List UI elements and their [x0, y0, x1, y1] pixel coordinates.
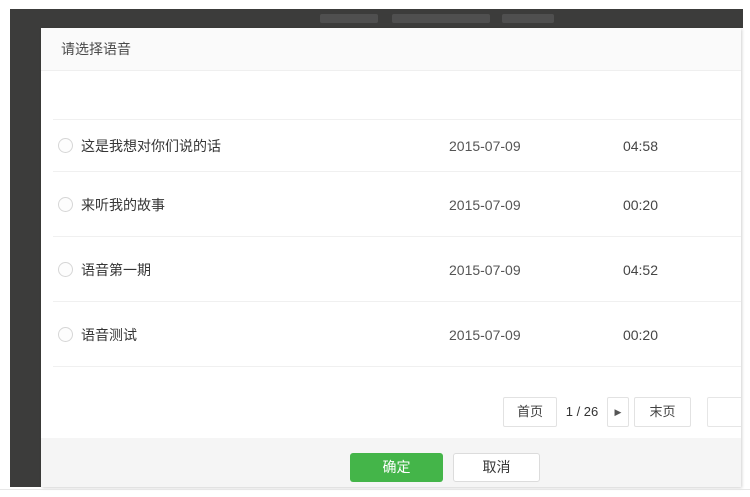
row-divider: [53, 236, 741, 237]
dialog-footer: 确定 取消: [41, 438, 741, 487]
voice-duration: 04:58: [622, 137, 658, 154]
voice-duration: 04:52: [622, 261, 658, 278]
voice-duration: 00:20: [622, 326, 658, 343]
page-bottom-divider: [0, 489, 750, 490]
row-divider: [53, 301, 741, 302]
voice-list: 这是我想对你们说的话 2015-07-09 04:58 来听我的故事 2015-…: [41, 119, 741, 367]
voice-title: 这是我想对你们说的话: [81, 137, 221, 154]
voice-duration: 00:20: [622, 196, 658, 213]
radio-button[interactable]: [58, 261, 73, 277]
row-divider: [53, 119, 741, 120]
voice-list-item[interactable]: 这是我想对你们说的话 2015-07-09 04:58: [41, 119, 741, 172]
voice-list-item[interactable]: 语音第一期 2015-07-09 04:52: [41, 237, 741, 302]
voice-date: 2015-07-09: [449, 196, 521, 213]
confirm-button[interactable]: 确定: [350, 453, 443, 482]
voice-list-item[interactable]: 来听我的故事 2015-07-09 00:20: [41, 172, 741, 237]
pagination: 首页 1 / 26 ▶ 末页: [41, 397, 741, 427]
modal-overlay-left: [10, 9, 41, 487]
dimmed-background-text: [502, 14, 554, 23]
dialog-header: 请选择语音: [41, 28, 741, 71]
modal-overlay-top: [10, 9, 743, 28]
voice-list-item[interactable]: 语音测试 2015-07-09 00:20: [41, 302, 741, 367]
first-page-button[interactable]: 首页: [503, 397, 557, 427]
voice-date: 2015-07-09: [449, 261, 521, 278]
voice-select-dialog: 请选择语音 这是我想对你们说的话 2015-07-09 04:58 来听我的故事…: [41, 28, 741, 487]
voice-date: 2015-07-09: [449, 326, 521, 343]
radio-button[interactable]: [58, 196, 73, 212]
page-indicator: 1 / 26: [565, 404, 599, 419]
row-divider: [53, 171, 741, 172]
row-divider: [53, 366, 741, 367]
voice-title: 语音第一期: [81, 261, 151, 278]
voice-title: 来听我的故事: [81, 196, 165, 213]
voice-date: 2015-07-09: [449, 137, 521, 154]
cancel-button[interactable]: 取消: [453, 453, 540, 482]
dimmed-background-text: [392, 14, 490, 23]
dialog-title: 请选择语音: [61, 41, 131, 57]
next-page-button[interactable]: ▶: [607, 397, 629, 427]
page-jump-box[interactable]: [707, 397, 741, 427]
radio-button[interactable]: [58, 137, 73, 153]
radio-button[interactable]: [58, 326, 73, 342]
voice-title: 语音测试: [81, 326, 137, 343]
last-page-button[interactable]: 末页: [634, 397, 691, 427]
next-page-icon: ▶: [614, 407, 622, 417]
dimmed-background-text: [320, 14, 378, 23]
